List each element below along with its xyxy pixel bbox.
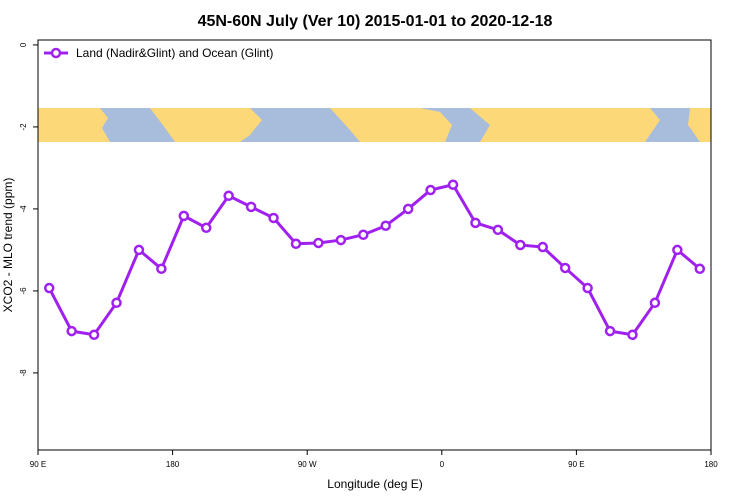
point bbox=[604, 325, 616, 337]
y-axis-label: XCO2 - MLO trend (ppm) bbox=[1, 178, 15, 313]
point bbox=[223, 190, 234, 202]
point bbox=[290, 238, 302, 250]
point bbox=[470, 217, 481, 229]
x-tick-label: 180 bbox=[166, 460, 180, 469]
series-line bbox=[47, 183, 701, 337]
point bbox=[694, 263, 706, 275]
point bbox=[201, 222, 212, 234]
point bbox=[268, 212, 279, 224]
point bbox=[111, 297, 122, 309]
point bbox=[649, 297, 661, 309]
x-tick-label: 0 bbox=[440, 460, 445, 469]
y-tick-label: -6 bbox=[19, 287, 28, 295]
point bbox=[335, 234, 347, 246]
point bbox=[537, 241, 548, 253]
point bbox=[358, 229, 369, 240]
point bbox=[447, 179, 459, 190]
y-tick-label: -2 bbox=[19, 123, 28, 131]
legend-label: Land (Nadir&Glint) and Ocean (Glint) bbox=[76, 46, 273, 60]
x-tick-label: 90 E bbox=[568, 460, 584, 469]
legend-marker bbox=[50, 47, 62, 59]
point bbox=[245, 201, 257, 213]
point bbox=[313, 237, 324, 249]
x-tick-label: 90 E bbox=[30, 460, 46, 469]
plot-frame bbox=[37, 39, 712, 451]
map-band bbox=[38, 108, 711, 142]
point bbox=[133, 244, 145, 256]
point bbox=[425, 184, 436, 196]
point bbox=[43, 282, 55, 294]
chart-title: 45N-60N July (Ver 10) 2015-01-01 to 2020… bbox=[198, 13, 553, 30]
point bbox=[156, 263, 167, 275]
point bbox=[515, 239, 526, 251]
point bbox=[627, 329, 638, 341]
point bbox=[402, 203, 414, 215]
point bbox=[88, 329, 100, 341]
point bbox=[178, 210, 190, 222]
point bbox=[582, 282, 593, 294]
y-tick-label: -4 bbox=[19, 205, 28, 213]
point bbox=[672, 244, 683, 256]
point bbox=[492, 224, 504, 236]
x-tick-label: 90 W bbox=[298, 460, 317, 469]
point bbox=[66, 325, 77, 337]
x-tick-label: 180 bbox=[704, 460, 718, 469]
x-axis-label: Longitude (deg E) bbox=[327, 477, 422, 491]
y-tick-label: 0 bbox=[19, 42, 28, 47]
point bbox=[380, 220, 391, 231]
y-tick-label: -8 bbox=[19, 369, 28, 377]
point bbox=[559, 262, 571, 274]
